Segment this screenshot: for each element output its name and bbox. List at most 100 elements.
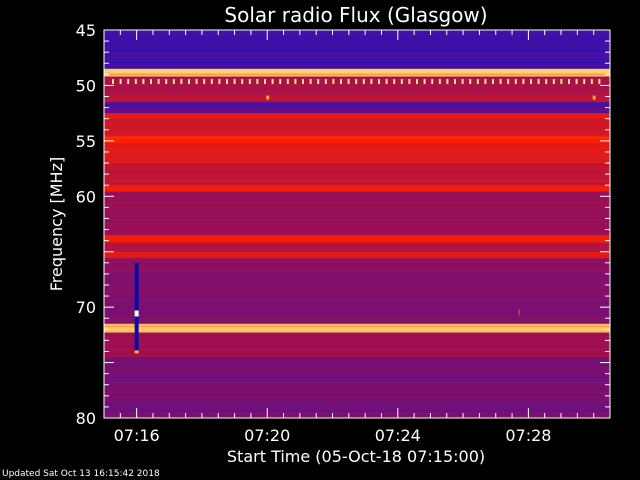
marker-dot bbox=[378, 78, 380, 84]
marker-dot bbox=[416, 78, 418, 84]
marker-dot bbox=[385, 78, 388, 84]
band-striation bbox=[104, 87, 610, 89]
frequency-band bbox=[104, 68, 610, 77]
band-striation bbox=[104, 256, 610, 258]
marker-dot bbox=[112, 78, 114, 84]
band-striation bbox=[104, 416, 610, 418]
band-striation bbox=[104, 44, 610, 45]
band-striation bbox=[104, 346, 610, 348]
band-striation bbox=[104, 287, 610, 289]
band-striation bbox=[104, 208, 610, 210]
band-striation bbox=[104, 413, 610, 415]
band-striation bbox=[104, 240, 610, 242]
band-striation bbox=[104, 281, 610, 283]
band-striation bbox=[104, 334, 610, 336]
y-tick-label: 60 bbox=[76, 187, 96, 206]
band-striation bbox=[104, 56, 610, 57]
band-striation bbox=[104, 410, 610, 412]
marker-dot bbox=[248, 78, 251, 84]
band-striation bbox=[104, 253, 610, 255]
marker-dot bbox=[241, 78, 244, 84]
band-striation bbox=[104, 151, 610, 153]
marker-dot bbox=[271, 78, 274, 84]
band-striation bbox=[104, 32, 610, 33]
band-striation bbox=[104, 123, 610, 125]
band-striation bbox=[104, 389, 610, 391]
marker-dot bbox=[195, 78, 198, 84]
frequency-band bbox=[104, 251, 610, 259]
band-striation bbox=[104, 302, 610, 304]
marker-dot bbox=[309, 78, 312, 84]
band-striation bbox=[104, 53, 610, 54]
frequency-band bbox=[104, 357, 610, 418]
band-striation bbox=[104, 398, 610, 400]
band-striation bbox=[104, 317, 610, 319]
band-striation bbox=[104, 165, 610, 167]
band-striation bbox=[104, 328, 610, 330]
plot-frame bbox=[103, 29, 611, 419]
band-striation bbox=[104, 340, 610, 342]
marker-dot bbox=[256, 78, 259, 84]
marker-dot bbox=[568, 78, 570, 84]
band-striation bbox=[104, 407, 610, 409]
frequency-band bbox=[104, 191, 610, 236]
band-striation bbox=[104, 266, 610, 268]
marker-dot bbox=[393, 78, 396, 84]
marker-dot bbox=[150, 78, 152, 84]
band-striation bbox=[104, 171, 610, 173]
band-striation bbox=[104, 395, 610, 397]
band-striation bbox=[104, 199, 610, 201]
band-striation bbox=[104, 320, 610, 322]
band-striation bbox=[104, 229, 610, 231]
marker-dot bbox=[355, 78, 358, 84]
plot-border bbox=[103, 29, 611, 419]
band-striation bbox=[104, 137, 610, 139]
band-striation bbox=[104, 41, 610, 42]
marker-dot bbox=[590, 78, 593, 84]
band-striation bbox=[104, 73, 610, 75]
marker-dot bbox=[294, 78, 297, 84]
marker-dot bbox=[218, 78, 221, 84]
band-striation bbox=[104, 154, 610, 156]
band-striation bbox=[104, 120, 610, 122]
marker-dot bbox=[210, 78, 213, 84]
band-striation bbox=[104, 383, 610, 385]
x-tick-label: 07:16 bbox=[114, 426, 160, 445]
marker-dot bbox=[157, 78, 160, 84]
band-striation bbox=[104, 290, 610, 292]
marker-dot bbox=[362, 78, 365, 84]
band-striation bbox=[104, 401, 610, 403]
band-striation bbox=[104, 325, 610, 327]
band-striation bbox=[104, 305, 610, 307]
marker-dot bbox=[203, 78, 206, 84]
band-striation bbox=[104, 217, 610, 219]
marker-dot bbox=[499, 78, 502, 84]
band-striation bbox=[104, 50, 610, 51]
band-striation bbox=[104, 293, 610, 295]
marker-dot bbox=[279, 78, 282, 84]
band-striation bbox=[104, 84, 610, 86]
band-striation bbox=[104, 140, 610, 142]
y-tick-label: 55 bbox=[76, 132, 96, 151]
band-striation bbox=[104, 220, 610, 222]
band-striation bbox=[104, 359, 610, 361]
band-striation bbox=[104, 202, 610, 204]
band-striation bbox=[104, 244, 610, 246]
y-tick-label: 50 bbox=[76, 76, 96, 95]
marker-dot bbox=[340, 78, 342, 84]
marker-dot bbox=[560, 78, 563, 84]
band-striation bbox=[104, 62, 610, 63]
band-striation bbox=[104, 380, 610, 382]
band-striation bbox=[104, 296, 610, 298]
band-striation bbox=[104, 404, 610, 406]
band-striation bbox=[104, 311, 610, 313]
marker-dot bbox=[264, 78, 266, 84]
band-striation bbox=[104, 337, 610, 339]
band-striation bbox=[104, 35, 610, 36]
band-striation bbox=[104, 70, 610, 72]
marker-dot bbox=[545, 78, 548, 84]
band-striation bbox=[104, 214, 610, 216]
band-striation bbox=[104, 343, 610, 345]
band-striation bbox=[104, 126, 610, 128]
